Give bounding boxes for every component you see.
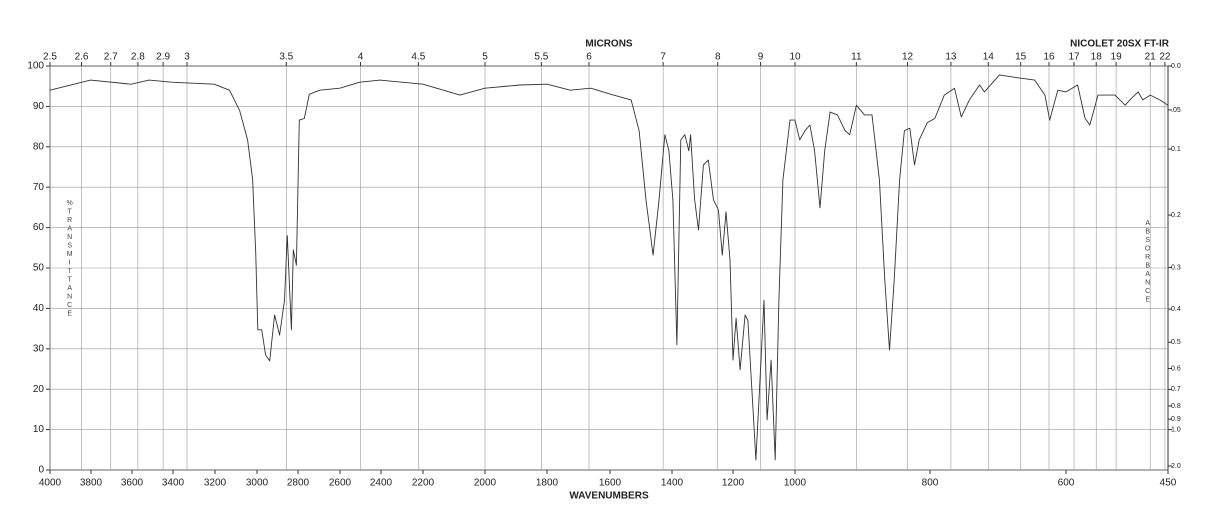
- y-tick-label: 80: [33, 141, 45, 152]
- y2-tick-label: 1.0: [1171, 426, 1181, 433]
- x-tick-label: 600: [1058, 478, 1075, 489]
- y-tick-label: 0: [38, 465, 44, 476]
- y2-tick-label: 0.5: [1171, 339, 1181, 346]
- y-tick-label: 60: [33, 222, 45, 233]
- x-tick-label: 1400: [661, 478, 684, 489]
- x2-tick-label: 2.5: [43, 52, 57, 63]
- x-tick-label: 2000: [474, 478, 497, 489]
- x-tick-label: 2200: [412, 478, 435, 489]
- x-tick-label: 800: [922, 478, 939, 489]
- x2-tick-label: 7: [660, 52, 666, 63]
- y-tick-label: 100: [27, 61, 44, 72]
- y-tick-label: 30: [33, 343, 45, 354]
- y2-tick-label: 0.3: [1171, 264, 1181, 271]
- x2-tick-label: 10: [789, 52, 801, 63]
- y-tick-label: 40: [33, 303, 45, 314]
- x-tick-label: 2800: [287, 478, 310, 489]
- x-tick-label: 3200: [204, 478, 227, 489]
- x2-tick-label: 19: [1111, 52, 1123, 63]
- y-tick-label: 10: [33, 424, 45, 435]
- x2-tick-label: 3: [184, 52, 190, 63]
- x2-tick-label: 2.9: [156, 52, 170, 63]
- y2-tick-label: 0.6: [1171, 365, 1181, 372]
- x2-tick-label: 15: [1015, 52, 1027, 63]
- x2-tick-label: 22: [1159, 52, 1171, 63]
- x2-tick-label: 11: [851, 52, 862, 63]
- y2-tick-label: 0.0: [1171, 63, 1181, 70]
- y-tick-label: 90: [33, 101, 45, 112]
- x2-tick-label: 9: [758, 52, 764, 63]
- spectrum-line: [49, 74, 1169, 461]
- x2-tick-label: 18: [1091, 52, 1103, 63]
- x-tick-label: 450: [1160, 478, 1177, 489]
- y2-tick-label: 2.0: [1171, 463, 1181, 470]
- x2-tick-label: 6: [586, 52, 592, 63]
- x-tick-label: 4000: [39, 478, 62, 489]
- x2-tick-label: 13: [945, 52, 957, 63]
- x-tick-label: 1200: [722, 478, 745, 489]
- y2-tick-label: 0.7: [1171, 386, 1181, 393]
- x2-tick-label: 8: [715, 52, 721, 63]
- x-tick-label: 2600: [329, 478, 352, 489]
- y2-tick-label: 0.8: [1171, 403, 1181, 410]
- x-tick-label: 3800: [80, 478, 103, 489]
- x2-tick-label: 4: [358, 52, 364, 63]
- y2-tick-label: 0.1: [1171, 146, 1181, 153]
- y-tick-label: 50: [33, 263, 45, 274]
- x-tick-label: 3600: [121, 478, 144, 489]
- x-tick-label: 3400: [162, 478, 185, 489]
- y-axis-label: %TRANSMITTANCE: [66, 200, 73, 319]
- chart-title: NICOLET 20SX FT-IR: [1070, 39, 1170, 50]
- y2-tick-label: .05: [1171, 107, 1181, 114]
- x2-tick-label: 4.5: [411, 52, 425, 63]
- x2-tick-label: 2.8: [131, 52, 145, 63]
- x2-tick-label: 5.5: [534, 52, 548, 63]
- y2-tick-label: 0.4: [1171, 306, 1181, 313]
- x2-tick-label: 21: [1145, 52, 1157, 63]
- y-tick-label: 70: [33, 182, 45, 193]
- x-axis-label: WAVENUMBERS: [569, 491, 649, 502]
- x-tick-label: 1800: [536, 478, 559, 489]
- x-tick-label: 2400: [370, 478, 393, 489]
- x2-tick-label: 14: [983, 52, 995, 63]
- x2-tick-label: 2.6: [75, 52, 89, 63]
- x-tick-label: 1600: [599, 478, 622, 489]
- y2-tick-label: 0.9: [1171, 416, 1181, 423]
- x2-tick-label: 16: [1043, 52, 1055, 63]
- x2-tick-label: 12: [902, 52, 914, 63]
- y2-tick-label: 0.2: [1171, 212, 1181, 219]
- x2-tick-label: 2.7: [104, 52, 118, 63]
- x-tick-label: 1000: [784, 478, 807, 489]
- x2-axis-label: MICRONS: [585, 39, 633, 50]
- x2-tick-label: 5: [482, 52, 488, 63]
- x-tick-label: 3000: [246, 478, 269, 489]
- y2-axis-label: ABSORBANCE: [1144, 220, 1151, 305]
- x2-tick-label: 17: [1068, 52, 1080, 63]
- y-tick-label: 20: [33, 384, 45, 395]
- x2-tick-label: 3.5: [279, 52, 293, 63]
